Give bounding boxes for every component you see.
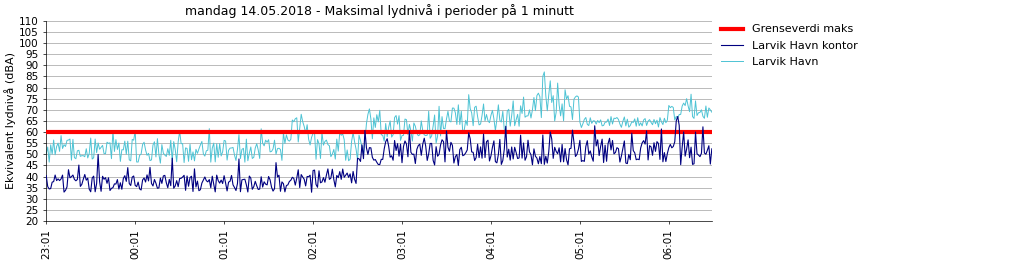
Larvik Havn [151, 137, 164, 140]
Larvik Havn [115, 160, 127, 163]
Larvik Havn kontor [680, 148, 693, 151]
Larvik Havn kontor [151, 187, 164, 190]
Larvik Havn kontor [115, 181, 127, 184]
Larvik Havn [680, 97, 693, 100]
Larvik Havn kontor [306, 191, 318, 194]
Y-axis label: Ekvivalent lydnivå (dBA): Ekvivalent lydnivå (dBA) [4, 52, 16, 189]
Larvik Havn [416, 129, 429, 133]
Larvik Havn kontor [416, 143, 429, 146]
Grenseverdi maks [40, 130, 52, 134]
Larvik Havn [40, 152, 52, 155]
Title: mandag 14.05.2018 - Maksimal lydnivå i perioder på 1 minutt: mandag 14.05.2018 - Maksimal lydnivå i p… [184, 4, 574, 18]
Larvik Havn kontor [524, 150, 536, 154]
Larvik Havn [154, 161, 167, 165]
Larvik Havn [524, 108, 536, 112]
Line: Larvik Havn: Larvik Havn [46, 72, 712, 163]
Larvik Havn [706, 111, 718, 114]
Grenseverdi maks [42, 130, 54, 134]
Larvik Havn kontor [699, 151, 711, 155]
Legend: Grenseverdi maks, Larvik Havn kontor, Larvik Havn: Grenseverdi maks, Larvik Havn kontor, La… [719, 22, 860, 69]
Line: Larvik Havn kontor: Larvik Havn kontor [46, 117, 712, 192]
Larvik Havn kontor [40, 174, 52, 177]
Larvik Havn kontor [706, 147, 718, 150]
Larvik Havn [538, 70, 550, 74]
Larvik Havn [699, 117, 711, 120]
Larvik Havn kontor [671, 115, 683, 118]
